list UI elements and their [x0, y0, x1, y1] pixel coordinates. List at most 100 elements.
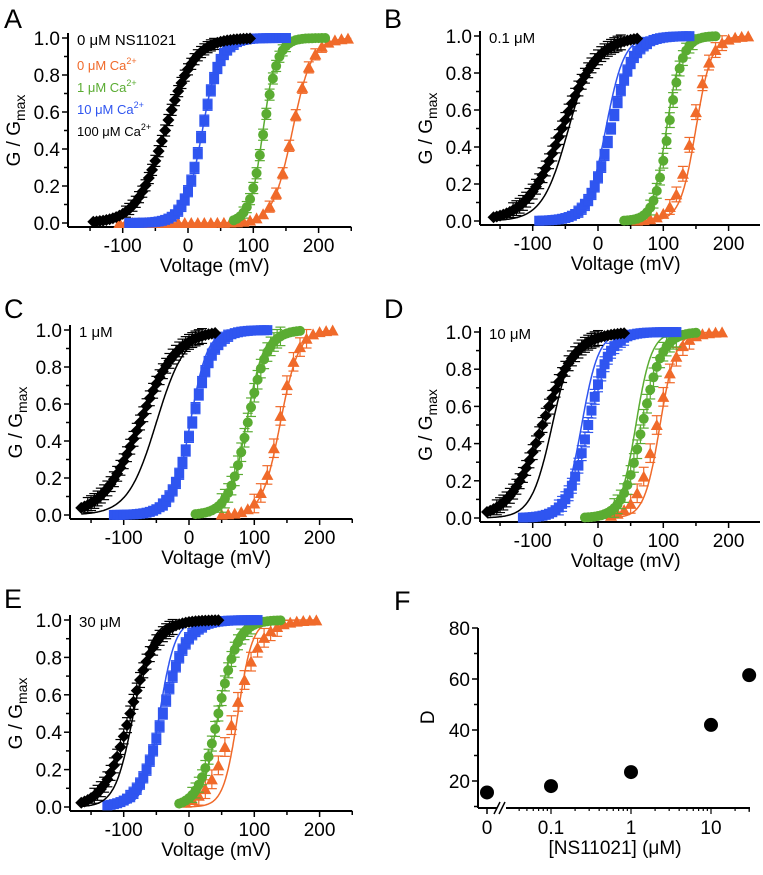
circle-marker [210, 723, 221, 734]
diamond-marker [152, 145, 165, 158]
data-point [742, 668, 757, 683]
legend-sup: 2+ [134, 100, 144, 110]
y-tick-label: 0.8 [34, 66, 60, 87]
x-tick-label: -100 [104, 236, 142, 257]
circle-marker [671, 77, 682, 88]
square-marker [144, 755, 155, 766]
x-tick-label: 200 [713, 234, 745, 255]
circle-marker [223, 665, 234, 676]
y-axis-title-main: G / G [4, 121, 25, 166]
series-square [124, 33, 291, 228]
diamond-marker [114, 741, 127, 754]
y-tick-label: 0.0 [36, 506, 62, 527]
y-tick-label: 60 [449, 670, 470, 691]
square-marker [602, 351, 613, 362]
y-tick-label: 0.4 [446, 138, 473, 159]
square-marker [183, 186, 193, 197]
circle-marker [320, 33, 331, 44]
square-marker [586, 405, 597, 416]
triangle-marker [310, 614, 323, 626]
x-tick-label: 100 [647, 531, 679, 552]
triangle-marker [245, 655, 258, 667]
series-circle [190, 325, 306, 520]
circle-marker [641, 398, 652, 409]
triangle-marker [248, 497, 261, 509]
legend-sup: 2+ [126, 78, 136, 88]
square-marker [589, 181, 600, 192]
diamond-marker [209, 326, 222, 339]
y-tick-label: 0.6 [36, 686, 62, 707]
series-circle [619, 31, 721, 226]
y-tick-label: 1.0 [446, 323, 472, 344]
diamond-marker [162, 114, 175, 127]
diamond-marker [134, 673, 147, 686]
y-axis-title: G / Gmax [4, 95, 28, 167]
series-square [517, 327, 682, 523]
circle-marker [216, 693, 227, 704]
triangle-marker [709, 44, 722, 56]
x-tick-label: -100 [514, 531, 552, 552]
diamond-marker [572, 344, 585, 357]
series-diamond [75, 614, 225, 809]
circle-marker [628, 457, 639, 468]
series-triangle [631, 30, 755, 226]
diamond-marker [137, 408, 150, 421]
y-axis-title: G / Gmax [416, 93, 440, 165]
square-marker [589, 391, 600, 402]
square-marker [622, 65, 633, 76]
square-marker [148, 745, 159, 756]
diamond-marker [526, 446, 539, 459]
triangle-marker [309, 48, 322, 60]
y-tick-label: 1.0 [34, 29, 60, 50]
triangle-marker [703, 56, 716, 68]
circle-marker [251, 168, 262, 179]
y-axis-title: G / Gmax [6, 387, 30, 459]
triangle-marker [676, 340, 689, 352]
circle-marker [242, 417, 253, 428]
square-marker [161, 695, 172, 706]
x-axis-title: Voltage (mV) [571, 551, 681, 572]
panel-letter: D [384, 294, 404, 324]
x-axis-title: Voltage (mV) [571, 254, 681, 275]
circle-marker [254, 150, 265, 161]
x-axis-title: Voltage (mV) [161, 548, 271, 569]
diamond-marker [582, 64, 595, 77]
y-tick-label: 0.0 [446, 509, 472, 530]
y-axis-title: G / Gmax [6, 678, 30, 750]
circle-marker [245, 194, 256, 205]
y-axis-title-sub: max [14, 387, 30, 413]
square-marker [193, 389, 204, 400]
y-axis-title-main: G / G [416, 119, 437, 164]
circle-marker [638, 413, 649, 424]
legend-entry: 1 μM Ca2+ [77, 78, 137, 95]
triangle-marker [270, 187, 283, 199]
x-tick-label: 200 [303, 236, 335, 257]
triangle-marker [218, 741, 231, 753]
triangle-marker [241, 503, 254, 515]
data-point [480, 785, 494, 800]
triangle-marker [716, 37, 729, 49]
square-marker [190, 403, 201, 414]
y-tick-label: 1.0 [446, 27, 472, 48]
gv-chart: E -100 0 100 200 0.0 0.2 0.4 0.6 0.8 1.0 Voltage (m… [4, 584, 353, 861]
legend-text: 0 μM Ca [77, 58, 127, 73]
diamond-marker [500, 493, 513, 506]
diamond-marker [556, 122, 569, 135]
y-axis-title-sub: max [12, 95, 28, 121]
square-marker [602, 137, 613, 148]
triangle-marker [716, 326, 729, 338]
series-diamond [75, 326, 222, 515]
diamond-marker [212, 614, 225, 627]
x-tick-label: -100 [105, 528, 143, 549]
y-axis-title-main: G / G [6, 413, 27, 458]
circle-marker [267, 73, 278, 84]
triangle-marker [689, 106, 702, 118]
x-tick-label: 0 [184, 528, 195, 549]
diamond-marker [543, 400, 556, 413]
diamond-marker [513, 199, 526, 212]
circle-marker [258, 129, 269, 140]
square-marker [176, 200, 187, 211]
panel-f: F 0 0.1 1 10 20 40 60 80 [NS11021] (μM) D [390, 580, 763, 871]
circle-marker [226, 654, 237, 665]
diamond-marker [244, 32, 257, 45]
